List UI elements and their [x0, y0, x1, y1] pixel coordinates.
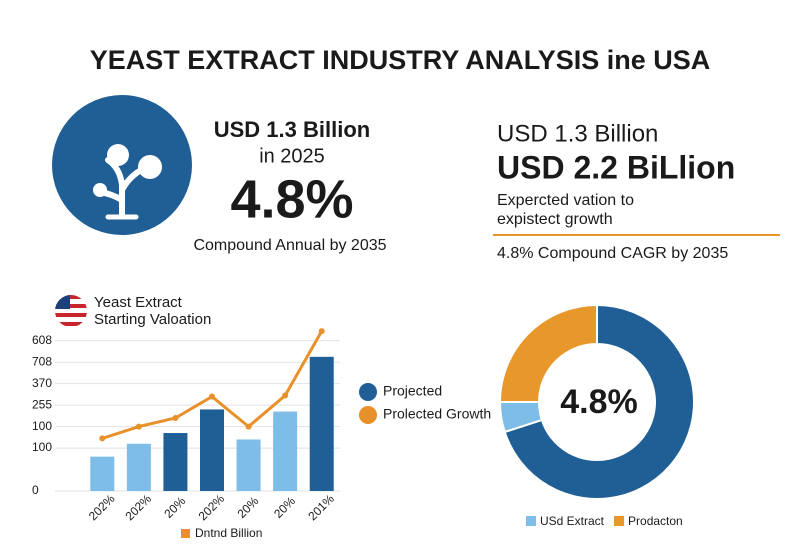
growth-point — [209, 393, 215, 400]
legend-swatch — [526, 516, 536, 526]
plant-icon — [52, 95, 192, 235]
bar — [273, 411, 298, 491]
y-tick-label: 708 — [32, 354, 52, 368]
growth-point — [99, 435, 106, 442]
right-stat-line2: USD 2.2 BiLlion — [497, 149, 735, 185]
legend-swatch — [359, 406, 377, 424]
bar — [90, 456, 115, 491]
growth-point — [172, 415, 179, 422]
left-stat-big: 4.8% — [230, 169, 353, 229]
y-tick-label: 100 — [32, 419, 52, 433]
left-stat-caption: Compound Annual by 2035 — [193, 237, 386, 254]
x-label-swatch — [181, 529, 190, 538]
bar — [309, 356, 334, 491]
donut-center-label: 4.8% — [560, 383, 638, 421]
bar — [236, 439, 261, 491]
bar — [126, 443, 151, 491]
y-tick-label: 370 — [32, 376, 52, 390]
growth-point — [245, 423, 252, 430]
legend-label: Prolected Growth — [383, 406, 491, 422]
right-stat-footer: 4.8% Compound CAGR by 2035 — [497, 245, 728, 262]
us-flag — [55, 295, 87, 327]
right-stat-caption: expistect growth — [497, 211, 613, 228]
title: YEAST EXTRACT INDUSTRY ANALYSIS ine USA — [90, 45, 711, 75]
bar — [200, 409, 224, 491]
growth-point — [318, 328, 325, 335]
y-tick-label: 608 — [32, 333, 52, 347]
growth-point — [135, 423, 142, 430]
legend-label: Projected — [383, 383, 442, 399]
legend-label: USd Extract — [540, 514, 605, 528]
donut-slice — [503, 303, 695, 500]
legend-swatch — [614, 516, 625, 526]
right-stat-line1: USD 1.3 Billion — [497, 120, 658, 147]
y-tick-label: 100 — [32, 440, 52, 454]
bar-chart-title: Yeast Extract — [94, 294, 183, 311]
x-axis-label: Dntnd Billion — [195, 526, 262, 540]
left-stat-line1: USD 1.3 Billion — [214, 117, 370, 142]
donut-slice — [498, 303, 598, 403]
bar-chart-title: Starting Valoation — [94, 311, 211, 328]
y-tick-label: 0 — [32, 483, 39, 497]
right-stat-caption: Expercted vation to — [497, 192, 634, 209]
growth-point — [282, 392, 289, 399]
bar — [163, 433, 188, 491]
left-stat-line2: in 2025 — [259, 145, 325, 167]
y-tick-label: 255 — [32, 397, 52, 411]
legend-swatch — [359, 383, 377, 401]
legend-label: Prodacton — [628, 514, 683, 528]
